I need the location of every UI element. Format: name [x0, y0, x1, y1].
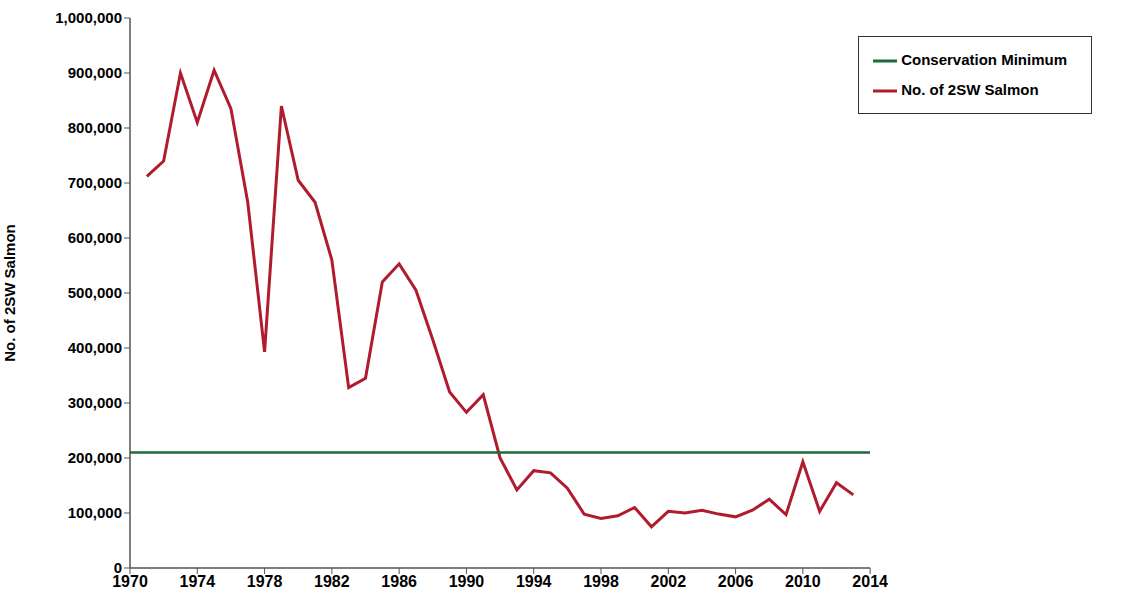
- svg-text:1982: 1982: [314, 573, 350, 590]
- svg-text:2002: 2002: [650, 573, 686, 590]
- svg-text:700,000: 700,000: [68, 174, 122, 191]
- svg-text:1974: 1974: [179, 573, 215, 590]
- svg-text:1970: 1970: [112, 573, 148, 591]
- svg-text:600,000: 600,000: [68, 229, 122, 246]
- svg-text:1998: 1998: [583, 573, 619, 590]
- svg-text:2014: 2014: [852, 573, 888, 590]
- svg-text:300,000: 300,000: [68, 394, 122, 411]
- svg-text:1,000,000: 1,000,000: [55, 9, 122, 26]
- svg-text:2006: 2006: [718, 573, 754, 590]
- svg-text:200,000: 200,000: [68, 449, 122, 466]
- svg-text:0: 0: [114, 559, 122, 576]
- svg-text:100,000: 100,000: [68, 504, 122, 521]
- html-text:No. of 2SW Salmon: No. of 2SW Salmon: [901, 81, 1039, 98]
- svg-text:1986: 1986: [381, 573, 417, 590]
- svg-text:1994: 1994: [516, 573, 552, 590]
- svg-text:500,000: 500,000: [68, 284, 122, 301]
- svg-text:400,000: 400,000: [68, 339, 122, 356]
- svg-text:900,000: 900,000: [68, 64, 122, 81]
- html-text:Conservation Minimum: Conservation Minimum: [901, 51, 1067, 68]
- svg-text:800,000: 800,000: [68, 119, 122, 136]
- svg-text:No. of 2SW Salmon: No. of 2SW Salmon: [1, 224, 18, 362]
- svg-text:1978: 1978: [247, 573, 283, 590]
- svg-text:2010: 2010: [785, 573, 821, 590]
- svg-text:1990: 1990: [449, 573, 485, 590]
